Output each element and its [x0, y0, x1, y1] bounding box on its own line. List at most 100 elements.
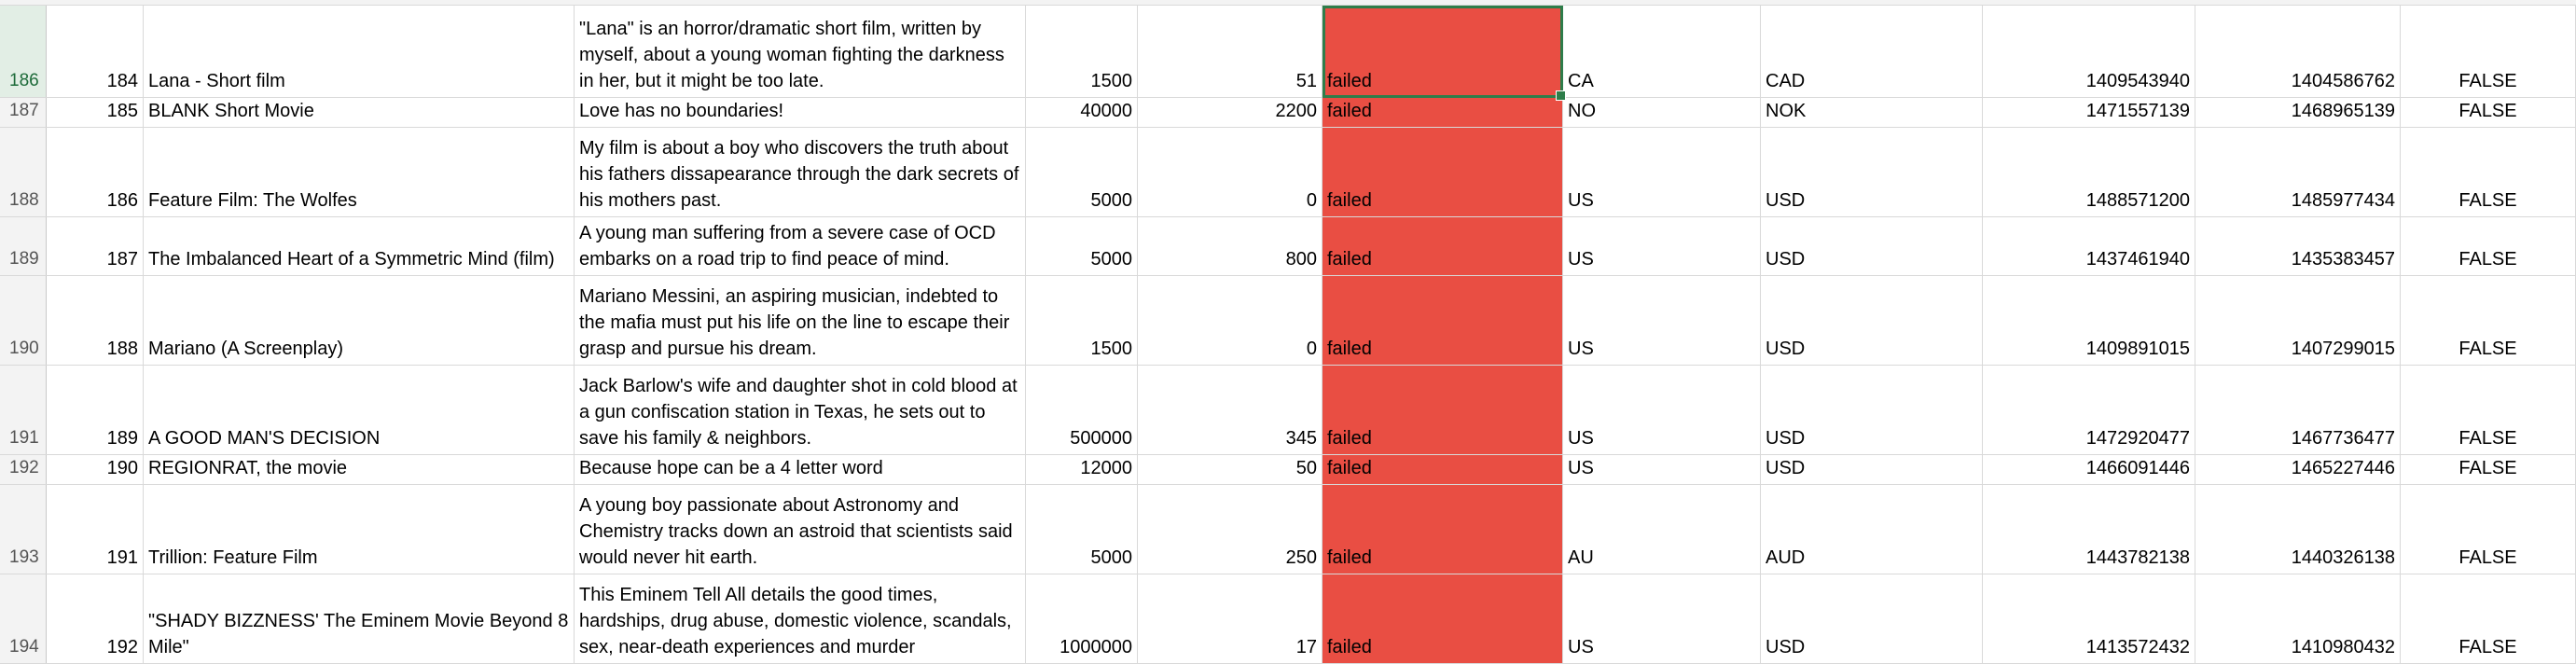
cell-blurb[interactable]: A young boy passionate about Astronomy a… — [575, 485, 1026, 574]
cell-country[interactable]: AU — [1563, 485, 1761, 574]
cell-flag[interactable]: FALSE — [2401, 98, 2576, 127]
cell-country[interactable]: NO — [1563, 98, 1761, 127]
cell-deadline[interactable]: 1466091446 — [1983, 455, 2195, 484]
cell-launched[interactable]: 1410980432 — [2195, 574, 2401, 663]
cell-name[interactable]: Feature Film: The Wolfes — [144, 128, 575, 216]
cell-currency[interactable]: USD — [1761, 574, 1983, 663]
cell-blurb[interactable]: Love has no boundaries! — [575, 98, 1026, 127]
row-header[interactable]: 192 — [0, 455, 47, 484]
cell-deadline[interactable]: 1443782138 — [1983, 485, 2195, 574]
cell-pledged[interactable]: 800 — [1138, 217, 1323, 275]
cell-goal[interactable]: 5000 — [1026, 217, 1138, 275]
cell-state[interactable]: failed — [1323, 455, 1563, 484]
cell-goal[interactable]: 40000 — [1026, 98, 1138, 127]
cell-country[interactable]: US — [1563, 366, 1761, 454]
cell-goal[interactable]: 5000 — [1026, 485, 1138, 574]
cell-blurb[interactable]: A young man suffering from a severe case… — [575, 217, 1026, 275]
row-header[interactable]: 191 — [0, 366, 47, 454]
cell-launched[interactable]: 1468965139 — [2195, 98, 2401, 127]
cell-flag[interactable]: FALSE — [2401, 217, 2576, 275]
cell-id[interactable]: 188 — [47, 276, 144, 365]
cell-goal[interactable]: 5000 — [1026, 128, 1138, 216]
cell-currency[interactable]: USD — [1761, 217, 1983, 275]
cell-blurb[interactable]: Mariano Messini, an aspiring musician, i… — [575, 276, 1026, 365]
cell-pledged[interactable]: 0 — [1138, 128, 1323, 216]
cell-blurb[interactable]: My film is about a boy who discovers the… — [575, 128, 1026, 216]
cell-flag[interactable]: FALSE — [2401, 128, 2576, 216]
cell-deadline[interactable]: 1472920477 — [1983, 366, 2195, 454]
cell-currency[interactable]: USD — [1761, 455, 1983, 484]
cell-state[interactable]: failed — [1323, 276, 1563, 365]
cell-country[interactable]: CA — [1563, 6, 1761, 97]
row-header[interactable]: 187 — [0, 98, 47, 127]
cell-country[interactable]: US — [1563, 217, 1761, 275]
cell-id[interactable]: 190 — [47, 455, 144, 484]
cell-goal[interactable]: 1000000 — [1026, 574, 1138, 663]
cell-country[interactable]: US — [1563, 276, 1761, 365]
cell-deadline[interactable]: 1409543940 — [1983, 6, 2195, 97]
cell-deadline[interactable]: 1488571200 — [1983, 128, 2195, 216]
cell-id[interactable]: 192 — [47, 574, 144, 663]
cell-pledged[interactable]: 0 — [1138, 276, 1323, 365]
cell-launched[interactable]: 1440326138 — [2195, 485, 2401, 574]
row-header[interactable]: 190 — [0, 276, 47, 365]
cell-blurb[interactable]: Jack Barlow's wife and daughter shot in … — [575, 366, 1026, 454]
cell-launched[interactable]: 1435383457 — [2195, 217, 2401, 275]
cell-pledged[interactable]: 51 — [1138, 6, 1323, 97]
cell-launched[interactable]: 1467736477 — [2195, 366, 2401, 454]
cell-goal[interactable]: 1500 — [1026, 276, 1138, 365]
cell-name[interactable]: The Imbalanced Heart of a Symmetric Mind… — [144, 217, 575, 275]
cell-state[interactable]: failed — [1323, 366, 1563, 454]
cell-pledged[interactable]: 250 — [1138, 485, 1323, 574]
cell-pledged[interactable]: 17 — [1138, 574, 1323, 663]
cell-id[interactable]: 186 — [47, 128, 144, 216]
row-header[interactable]: 189 — [0, 217, 47, 275]
cell-currency[interactable]: USD — [1761, 366, 1983, 454]
cell-blurb[interactable]: This Eminem Tell All details the good ti… — [575, 574, 1026, 663]
cell-currency[interactable]: CAD — [1761, 6, 1983, 97]
cell-goal[interactable]: 12000 — [1026, 455, 1138, 484]
cell-pledged[interactable]: 50 — [1138, 455, 1323, 484]
cell-name[interactable]: REGIONRAT, the movie — [144, 455, 575, 484]
cell-state[interactable]: failed — [1323, 574, 1563, 663]
cell-pledged[interactable]: 345 — [1138, 366, 1323, 454]
cell-id[interactable]: 191 — [47, 485, 144, 574]
cell-id[interactable]: 185 — [47, 98, 144, 127]
cell-name[interactable]: Lana - Short film — [144, 6, 575, 97]
cell-flag[interactable]: FALSE — [2401, 6, 2576, 97]
cell-deadline[interactable]: 1409891015 — [1983, 276, 2195, 365]
cell-state[interactable]: failed — [1323, 485, 1563, 574]
cell-name[interactable]: A GOOD MAN'S DECISION — [144, 366, 575, 454]
row-header[interactable]: 186 — [0, 6, 47, 97]
cell-id[interactable]: 187 — [47, 217, 144, 275]
row-header[interactable]: 193 — [0, 485, 47, 574]
cell-name[interactable]: "SHADY BIZZNESS' The Eminem Movie Beyond… — [144, 574, 575, 663]
cell-launched[interactable]: 1404586762 — [2195, 6, 2401, 97]
cell-flag[interactable]: FALSE — [2401, 276, 2576, 365]
cell-blurb[interactable]: Because hope can be a 4 letter word — [575, 455, 1026, 484]
cell-blurb[interactable]: "Lana" is an horror/dramatic short film,… — [575, 6, 1026, 97]
cell-goal[interactable]: 1500 — [1026, 6, 1138, 97]
cell-currency[interactable]: USD — [1761, 276, 1983, 365]
cell-id[interactable]: 189 — [47, 366, 144, 454]
cell-state[interactable]: failed — [1323, 128, 1563, 216]
cell-id[interactable]: 184 — [47, 6, 144, 97]
row-header[interactable]: 194 — [0, 574, 47, 663]
cell-launched[interactable]: 1485977434 — [2195, 128, 2401, 216]
cell-country[interactable]: US — [1563, 574, 1761, 663]
cell-launched[interactable]: 1465227446 — [2195, 455, 2401, 484]
cell-name[interactable]: Mariano (A Screenplay) — [144, 276, 575, 365]
cell-launched[interactable]: 1407299015 — [2195, 276, 2401, 365]
cell-name[interactable]: BLANK Short Movie — [144, 98, 575, 127]
cell-goal[interactable]: 500000 — [1026, 366, 1138, 454]
cell-flag[interactable]: FALSE — [2401, 455, 2576, 484]
cell-deadline[interactable]: 1471557139 — [1983, 98, 2195, 127]
cell-flag[interactable]: FALSE — [2401, 485, 2576, 574]
cell-deadline[interactable]: 1413572432 — [1983, 574, 2195, 663]
cell-name[interactable]: Trillion: Feature Film — [144, 485, 575, 574]
cell-deadline[interactable]: 1437461940 — [1983, 217, 2195, 275]
cell-country[interactable]: US — [1563, 455, 1761, 484]
cell-state[interactable]: failed — [1323, 217, 1563, 275]
cell-currency[interactable]: NOK — [1761, 98, 1983, 127]
